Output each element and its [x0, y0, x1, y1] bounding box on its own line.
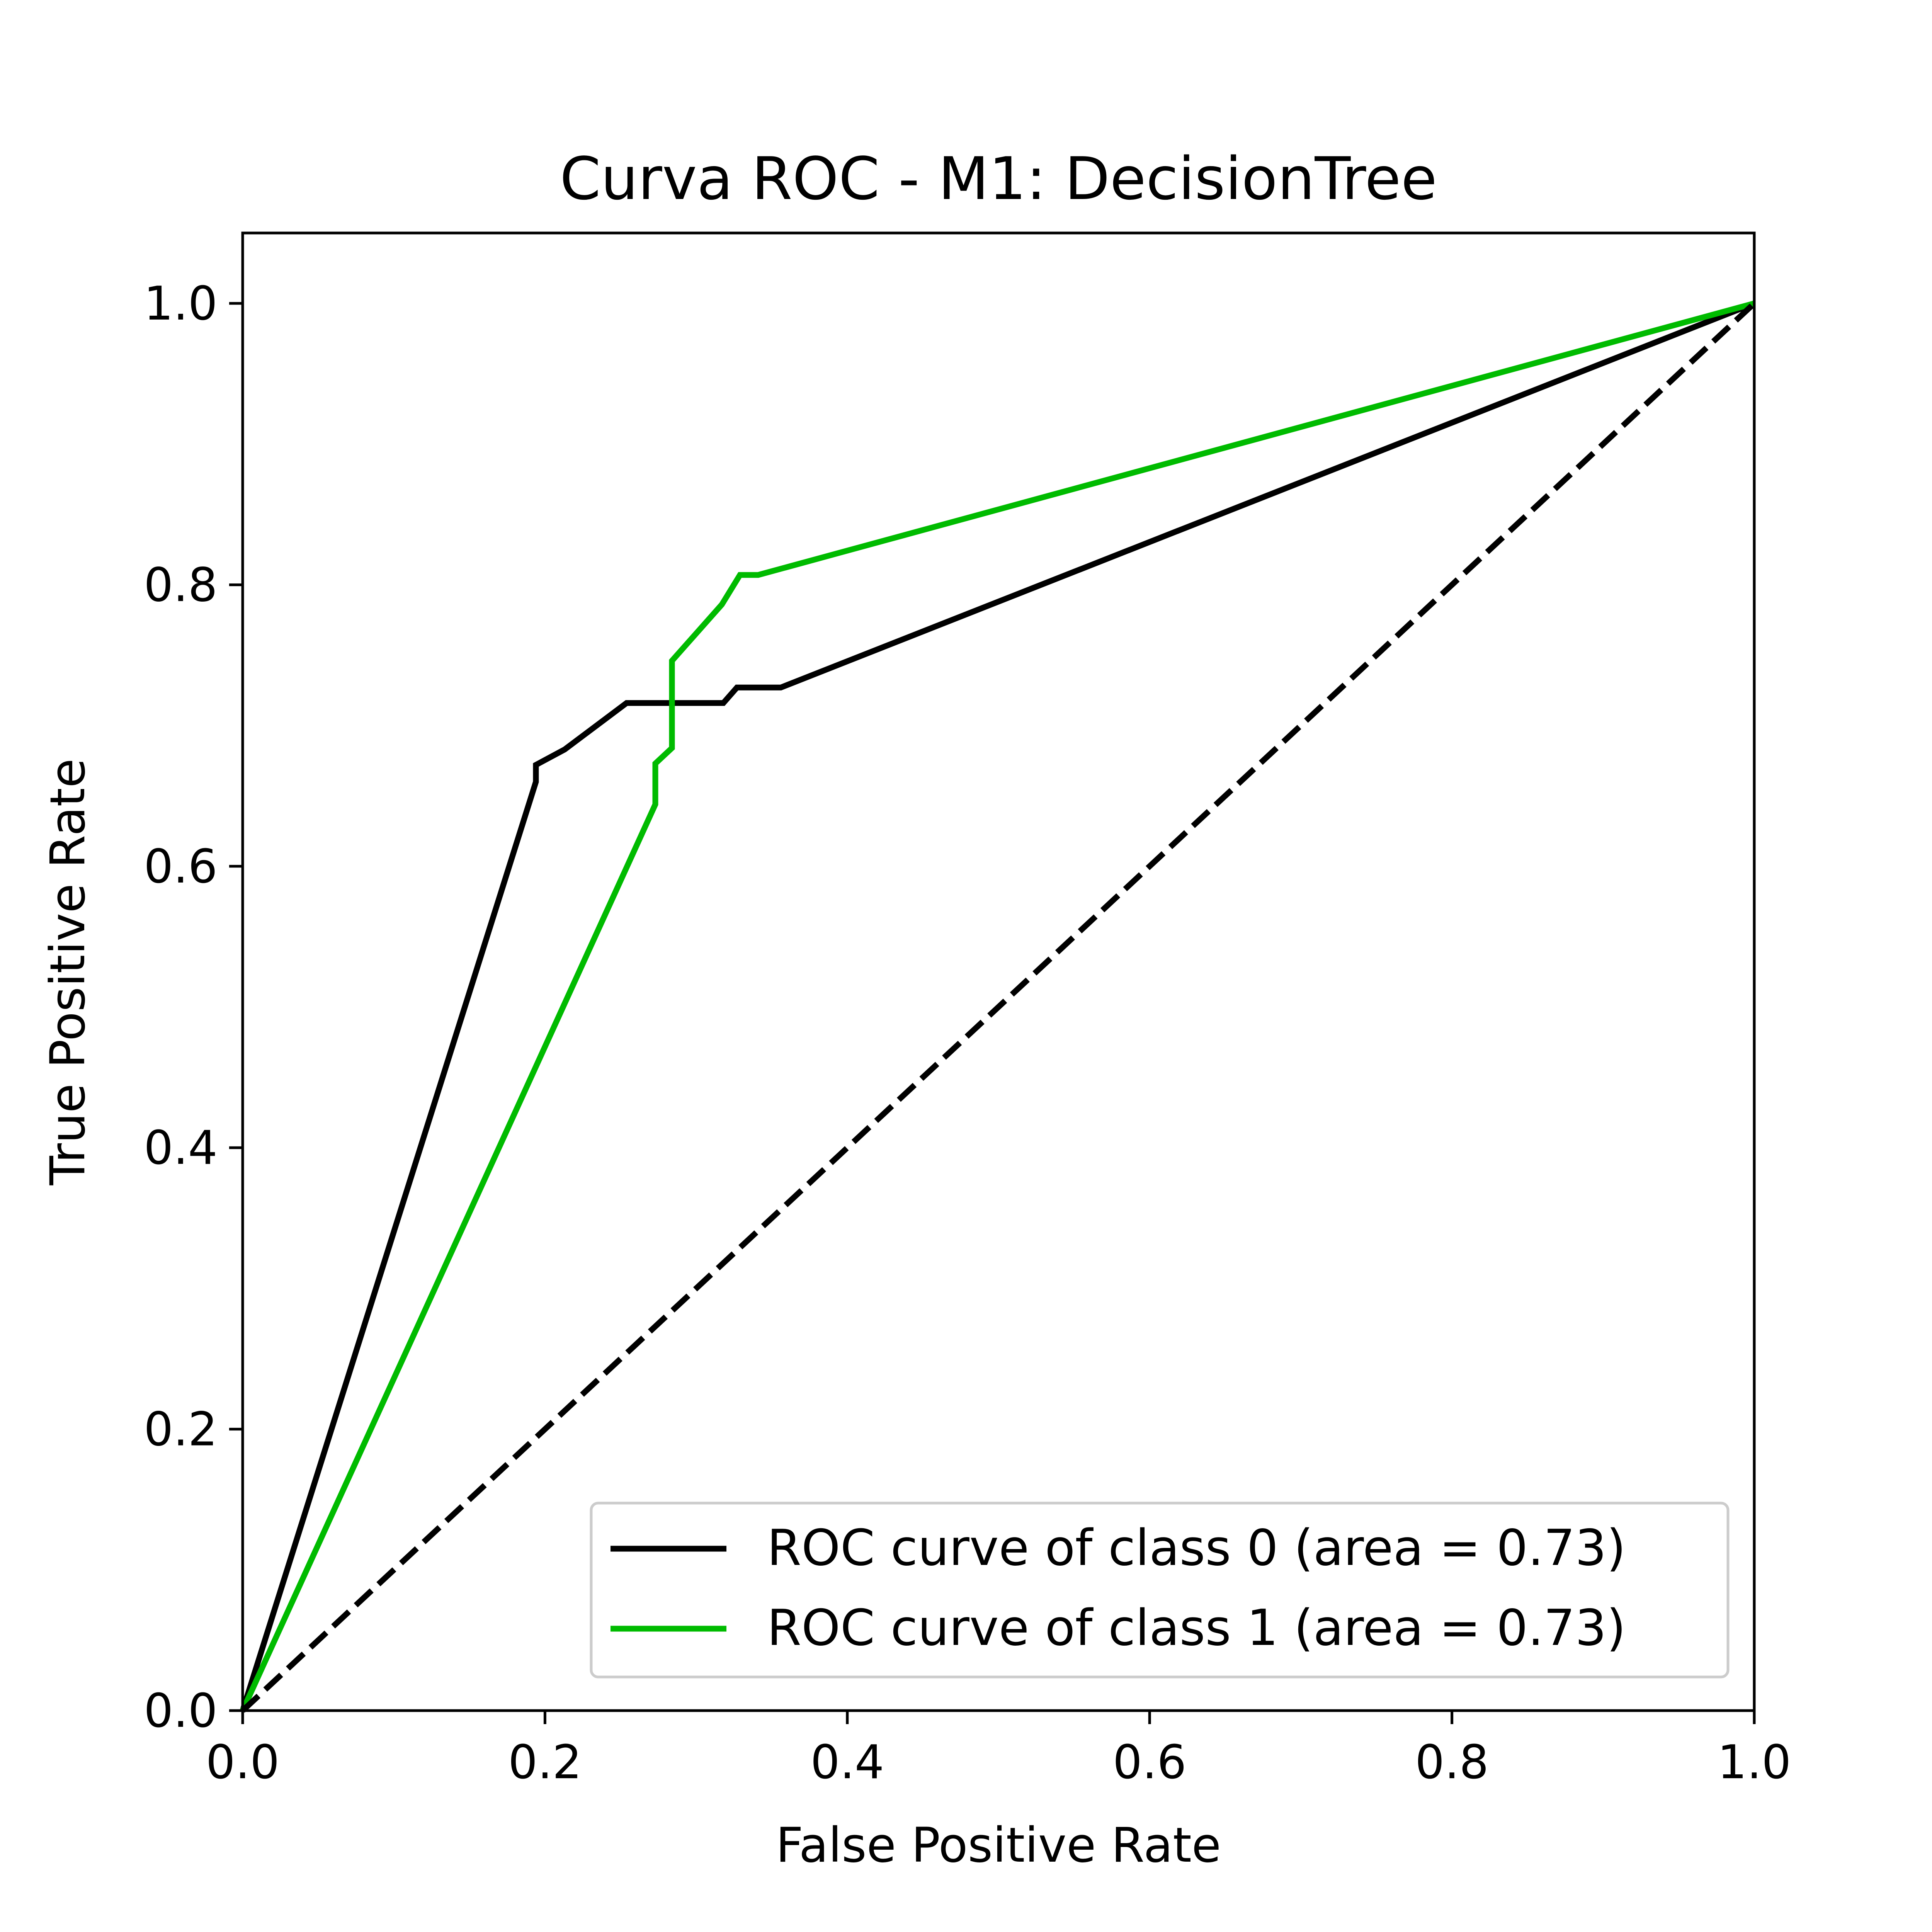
series-layer [240, 300, 1757, 1713]
legend-box [590, 1502, 1730, 1679]
roc-line-class-1 [240, 300, 1755, 1712]
y-tick-label: 0.4 [144, 1121, 218, 1175]
roc-line-class-0 [240, 301, 1755, 1712]
x-axis-label: False Positive Rate [776, 1818, 1221, 1873]
x-tick-label: 1.0 [1718, 1736, 1791, 1789]
plot-frame [241, 231, 1756, 1712]
x-tick-label: 0.2 [508, 1736, 582, 1789]
y-tick-label: 0.2 [144, 1403, 218, 1457]
x-axis-ticks: 0.0 0.2 0.4 0.6 0.8 1.0 [206, 1711, 1791, 1789]
legend-label-class-1: ROC curve of class 1 (area = 0.73) [767, 1599, 1626, 1657]
x-tick-label: 0.8 [1415, 1736, 1489, 1789]
x-tick-label: 0.4 [810, 1736, 884, 1789]
y-tick-label: 0.0 [144, 1684, 218, 1738]
y-axis-label: True Positive Rate [40, 759, 96, 1186]
x-tick-label: 0.6 [1113, 1736, 1187, 1789]
chance-diagonal-line [240, 301, 1757, 1713]
legend-label-class-0: ROC curve of class 0 (area = 0.73) [767, 1519, 1626, 1577]
x-tick-label: 0.0 [206, 1736, 280, 1789]
chart-title: Curva ROC - M1: DecisionTree [560, 145, 1437, 213]
y-tick-label: 0.6 [144, 840, 218, 894]
y-tick-label: 0.8 [144, 558, 218, 612]
y-tick-label: 1.0 [144, 277, 218, 331]
y-axis-ticks: 0.0 0.2 0.4 0.6 0.8 1.0 [144, 277, 243, 1738]
legend: ROC curve of class 0 (area = 0.73) ROC c… [590, 1502, 1730, 1679]
